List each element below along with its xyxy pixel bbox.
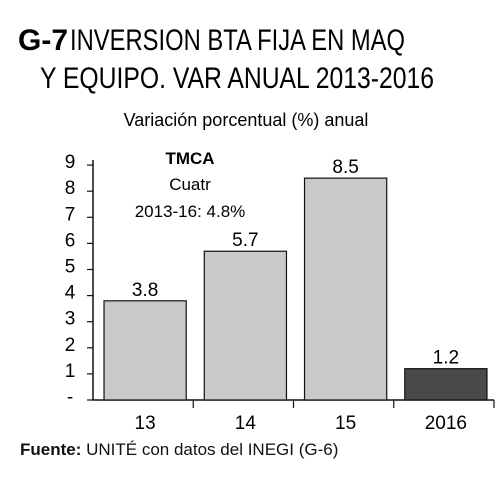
annotation-line1: Cuatr	[169, 175, 211, 194]
bar-value-label: 8.5	[332, 157, 358, 178]
bar-value-label: 1.2	[433, 348, 459, 369]
bar-value-label: 5.7	[232, 230, 258, 251]
source-text: UNITÉ con datos del INEGI (G-6)	[81, 440, 339, 459]
x-tick-label: 13	[135, 413, 156, 434]
x-tick-label: 2016	[425, 413, 467, 434]
annotation-line2: 2013-16: 4.8%	[135, 202, 246, 221]
bar-value-label: 3.8	[132, 280, 158, 301]
value-labels: 3.8 5.7 8.5 1.2	[132, 157, 459, 369]
x-tick-label: 14	[235, 413, 257, 434]
y-tick-label: 5	[65, 257, 76, 278]
bar	[103, 300, 187, 401]
chart-subtitle: Variación porcentual (%) anual	[124, 110, 369, 130]
bars	[103, 177, 488, 401]
bar	[203, 250, 288, 401]
y-tick-label: 9	[65, 152, 76, 173]
y-tick-label: 7	[65, 204, 76, 225]
y-tick-label: 8	[65, 178, 76, 199]
source-note: Fuente: UNITÉ con datos del INEGI (G-6)	[20, 440, 338, 460]
bar	[404, 368, 488, 401]
source-label: Fuente:	[20, 440, 82, 459]
bar	[303, 177, 388, 401]
x-labels: 13 14 15 2016	[135, 400, 495, 434]
y-tick-label: 6	[65, 230, 76, 251]
y-tick-label: 2	[65, 335, 76, 356]
chart-title-code: G-7	[18, 24, 68, 57]
y-ticks: - 1 2 3 4 5 6 7 8 9	[65, 152, 93, 408]
y-tick-label: -	[67, 387, 73, 408]
y-tick-label: 4	[65, 283, 76, 304]
chart-title-line1: INVERSION BTA FIJA EN MAQ	[70, 24, 405, 57]
chart-title-line2: Y EQUIPO. VAR ANUAL 2013-2016	[40, 62, 434, 95]
y-tick-label: 3	[65, 309, 76, 330]
y-tick-label: 1	[65, 361, 76, 382]
x-tick-label: 15	[335, 413, 356, 434]
annotation-heading: TMCA	[165, 149, 214, 168]
